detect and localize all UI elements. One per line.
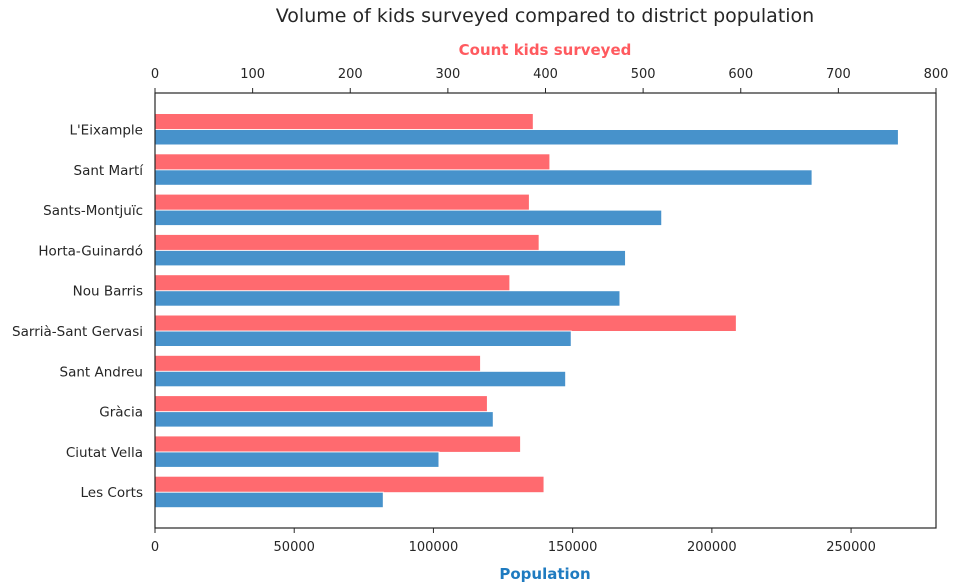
bar-population bbox=[154, 129, 899, 146]
top-axis-label: Count kids surveyed bbox=[459, 41, 632, 59]
top-tick-label: 800 bbox=[924, 67, 949, 82]
bar-population bbox=[154, 249, 627, 267]
top-tick-label: 700 bbox=[826, 67, 851, 82]
bar-kids-surveyed bbox=[155, 355, 481, 372]
bar-population bbox=[154, 209, 663, 227]
bar-population bbox=[154, 290, 621, 307]
bar-kids-surveyed bbox=[155, 396, 487, 412]
category-label: Sant Andreu bbox=[60, 364, 143, 380]
bar-population bbox=[154, 491, 384, 509]
top-tick-label: 0 bbox=[151, 67, 159, 82]
bars-group bbox=[154, 114, 899, 509]
bar-kids-surveyed bbox=[155, 234, 539, 251]
bar-population bbox=[154, 330, 572, 347]
bottom-tick-label: 150000 bbox=[548, 540, 598, 555]
bar-population bbox=[154, 370, 567, 388]
bar-kids-surveyed bbox=[155, 114, 533, 130]
tick-labels: 0 100 200 300 400 500 600 700 800 0 50000 100000 150… bbox=[151, 67, 949, 555]
chart-title: Volume of kids surveyed compared to dist… bbox=[276, 5, 814, 27]
bottom-tick-label: 50000 bbox=[274, 540, 315, 555]
bar-kids-surveyed bbox=[155, 476, 544, 493]
top-tick-label: 300 bbox=[435, 67, 460, 82]
top-tick-label: 500 bbox=[631, 67, 656, 82]
bar-population bbox=[154, 411, 494, 428]
top-tick-label: 200 bbox=[338, 67, 363, 82]
bar-kids-surveyed bbox=[155, 194, 529, 211]
category-label: Gràcia bbox=[99, 405, 143, 421]
bar-population bbox=[154, 451, 440, 468]
top-tick-label: 100 bbox=[240, 67, 265, 82]
category-label: Sant Martí bbox=[74, 163, 145, 179]
category-label: Horta-Guinardó bbox=[38, 243, 143, 259]
category-label: L'Eixample bbox=[69, 123, 143, 139]
bar-kids-surveyed bbox=[155, 154, 550, 170]
bottom-tick-label: 0 bbox=[151, 540, 159, 555]
bottom-tick-label: 250000 bbox=[826, 540, 876, 555]
category-labels: L'Eixample Sant Martí Sants-Montjuïc Horta-… bbox=[12, 123, 144, 502]
bar-population bbox=[154, 169, 813, 186]
category-label: Nou Barris bbox=[73, 284, 143, 300]
category-label: Ciutat Vella bbox=[66, 445, 143, 461]
bottom-axis-label: Population bbox=[499, 565, 590, 583]
category-label: Les Corts bbox=[81, 485, 143, 501]
bar-kids-surveyed bbox=[155, 436, 521, 452]
category-label: Sants-Montjuïc bbox=[43, 203, 143, 219]
plot-frame bbox=[154, 92, 937, 529]
bar-kids-surveyed bbox=[155, 275, 510, 291]
top-tick-label: 600 bbox=[728, 67, 753, 82]
bar-kids-surveyed bbox=[155, 315, 736, 331]
category-label: Sarrià-Sant Gervasi bbox=[12, 324, 143, 340]
bottom-tick-label: 100000 bbox=[409, 540, 459, 555]
bottom-tick-label: 200000 bbox=[687, 540, 737, 555]
top-tick-label: 400 bbox=[533, 67, 558, 82]
